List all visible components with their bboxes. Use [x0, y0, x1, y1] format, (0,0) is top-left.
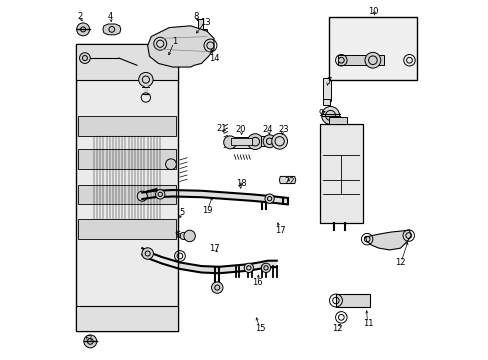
Text: 13: 13 — [199, 18, 210, 27]
Bar — [319, 125, 362, 223]
Circle shape — [263, 135, 276, 148]
Bar — [230, 138, 252, 145]
Text: 17: 17 — [274, 226, 285, 235]
Bar — [78, 149, 176, 168]
Bar — [328, 17, 416, 80]
Bar — [76, 44, 178, 330]
Bar — [323, 99, 329, 105]
Text: 5: 5 — [179, 208, 184, 217]
Polygon shape — [147, 26, 214, 67]
Circle shape — [137, 191, 147, 201]
Text: 2: 2 — [77, 12, 82, 21]
Circle shape — [247, 134, 263, 149]
Bar — [78, 116, 176, 135]
Text: 17: 17 — [208, 244, 219, 253]
Text: 12: 12 — [332, 324, 342, 333]
Bar — [322, 78, 330, 101]
Text: 22: 22 — [284, 177, 294, 186]
Circle shape — [271, 134, 287, 149]
Circle shape — [261, 263, 270, 273]
Text: 15: 15 — [255, 324, 265, 333]
Text: 21: 21 — [216, 123, 226, 132]
Text: 9: 9 — [318, 109, 324, 118]
Text: 4: 4 — [107, 12, 112, 21]
Polygon shape — [279, 176, 295, 184]
Bar — [78, 185, 176, 204]
Circle shape — [264, 194, 274, 203]
Text: 14: 14 — [208, 54, 219, 63]
Text: 12: 12 — [394, 258, 405, 267]
Bar — [76, 306, 178, 330]
Text: 3: 3 — [85, 335, 91, 344]
Text: 11: 11 — [362, 319, 373, 328]
Text: 20: 20 — [235, 125, 245, 134]
Text: 24: 24 — [262, 125, 272, 134]
Polygon shape — [142, 190, 287, 204]
Circle shape — [211, 282, 223, 293]
Polygon shape — [142, 248, 276, 273]
Text: 7: 7 — [325, 77, 331, 86]
Circle shape — [83, 335, 97, 348]
Polygon shape — [260, 136, 276, 146]
Text: 6: 6 — [175, 231, 181, 240]
Text: 8: 8 — [193, 12, 198, 21]
Circle shape — [165, 159, 176, 170]
Text: 19: 19 — [201, 206, 212, 215]
Polygon shape — [198, 19, 206, 33]
Polygon shape — [364, 230, 410, 250]
Text: 23: 23 — [278, 125, 289, 134]
Circle shape — [180, 232, 187, 239]
Circle shape — [223, 136, 236, 149]
Polygon shape — [102, 24, 121, 35]
Bar — [337, 55, 384, 65]
Bar — [76, 44, 178, 80]
Polygon shape — [230, 137, 257, 148]
Circle shape — [155, 190, 164, 199]
Circle shape — [364, 52, 380, 68]
Circle shape — [142, 248, 153, 259]
Bar — [78, 219, 176, 239]
Circle shape — [321, 107, 339, 125]
Bar — [335, 294, 369, 307]
Text: 18: 18 — [235, 179, 246, 188]
Text: 10: 10 — [367, 7, 378, 16]
Text: 16: 16 — [251, 278, 262, 287]
Circle shape — [244, 263, 253, 273]
Bar — [328, 117, 346, 125]
Circle shape — [183, 230, 195, 242]
Circle shape — [77, 23, 89, 36]
Circle shape — [139, 72, 153, 87]
Text: 1: 1 — [172, 37, 177, 46]
Circle shape — [80, 53, 90, 63]
